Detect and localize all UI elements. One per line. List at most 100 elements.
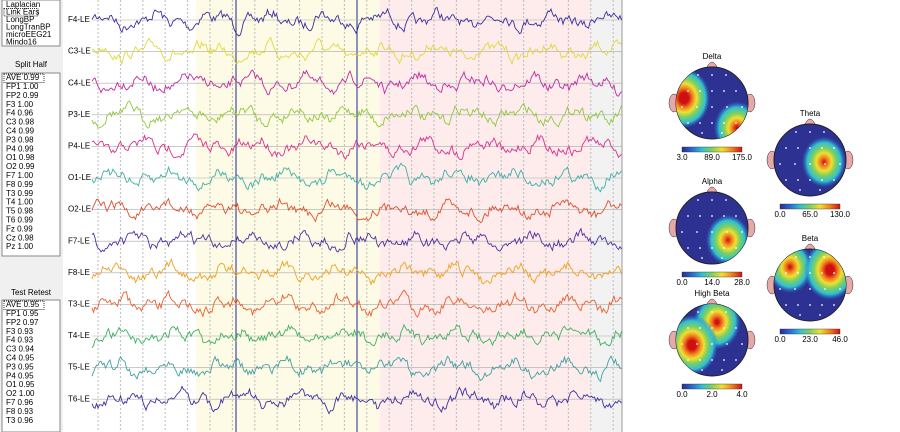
colorbar: [779, 328, 841, 335]
eeg-trace: [91, 100, 622, 129]
electrode: [809, 163, 811, 165]
topomap-title: High Beta: [694, 289, 730, 298]
eeg-trace: [91, 133, 622, 161]
electrode: [701, 132, 703, 134]
channel-label: T3-LE: [68, 300, 90, 309]
list-row: O2 0.99: [6, 162, 35, 171]
list-row: F8 0.99: [6, 180, 34, 189]
electrode: [809, 288, 811, 290]
electrode: [681, 343, 683, 345]
colorbar: [779, 203, 841, 210]
electrode: [735, 327, 737, 329]
electrode: [735, 359, 737, 361]
electrode: [687, 327, 689, 329]
list-row: Cz 0.98: [6, 233, 34, 242]
eeg-trace: [91, 227, 622, 253]
montage-item: Laplacian: [6, 0, 40, 9]
electrode: [741, 106, 743, 108]
electrode: [785, 272, 787, 274]
list-row: F8 0.93: [6, 407, 34, 416]
electrode: [696, 343, 698, 345]
electrode: [699, 122, 701, 124]
list-row: T3 0.96: [6, 416, 34, 425]
electrode: [726, 106, 728, 108]
electrode: [823, 131, 825, 133]
electrode: [711, 215, 713, 217]
electrode: [797, 272, 799, 274]
split-half-list[interactable]: [1, 72, 61, 257]
selected-item: [3, 300, 45, 310]
electrode: [711, 106, 713, 108]
electrode: [723, 90, 725, 92]
electrode: [779, 288, 781, 290]
montage-item: Link Ears: [6, 8, 39, 17]
channel-label: T4-LE: [68, 331, 90, 340]
list-row: FP2 0.97: [6, 318, 39, 327]
electrode: [721, 257, 723, 259]
electrode: [723, 359, 725, 361]
channel-label: O1-LE: [68, 173, 91, 182]
channel-label: P4-LE: [68, 142, 90, 151]
colorbar-label: 175.0: [732, 153, 753, 162]
electrode: [699, 215, 701, 217]
electrode: [681, 231, 683, 233]
channel-label: C4-LE: [68, 78, 91, 87]
topomap-title: Alpha: [702, 177, 723, 186]
electrode: [824, 288, 826, 290]
montage-list[interactable]: [1, 0, 61, 47]
electrode: [741, 231, 743, 233]
eeg-trace: [91, 162, 622, 193]
montage-item: microEEG21: [6, 30, 52, 39]
list-row: F7 1.00: [6, 171, 34, 180]
list-row: AVE 0.95: [6, 300, 40, 309]
electrode: [799, 189, 801, 191]
electrode: [711, 74, 713, 76]
electrode: [821, 272, 823, 274]
band-grey: [590, 0, 622, 432]
electrode: [701, 369, 703, 371]
electrode: [725, 199, 727, 201]
list-row: F4 0.96: [6, 109, 34, 118]
montage-item: LongTranBP: [6, 23, 51, 32]
eeg-trace: [91, 257, 622, 286]
list-row: F3 0.93: [6, 327, 34, 336]
electrode: [809, 272, 811, 274]
electrode: [711, 311, 713, 313]
colorbar-label: 14.0: [704, 278, 720, 287]
electrode: [711, 359, 713, 361]
colorbar-label: 65.0: [802, 210, 818, 219]
list-row: O1 0.98: [6, 153, 35, 162]
electrode: [723, 215, 725, 217]
electrode: [779, 163, 781, 165]
electrode: [711, 231, 713, 233]
electrode: [823, 256, 825, 258]
channel-label: T6-LE: [68, 394, 90, 403]
electrode: [687, 359, 689, 361]
list-row: C4 0.99: [6, 127, 35, 136]
electrode: [797, 147, 799, 149]
electrode: [795, 131, 797, 133]
list-row: FP1 0.95: [6, 309, 39, 318]
channel-label: C3-LE: [68, 47, 91, 56]
list-row: P3 0.95: [6, 362, 34, 371]
electrode: [809, 147, 811, 149]
electrode: [821, 179, 823, 181]
colorbar-label: 0.0: [774, 335, 786, 344]
list-row: C4 0.95: [6, 354, 35, 363]
topomap-title: Theta: [800, 109, 821, 118]
eeg-trace: [91, 197, 622, 224]
list-row: Pz 1.00: [6, 242, 34, 251]
colorbar-label: 3.0: [676, 153, 688, 162]
band-pink: [380, 0, 590, 432]
topomap-blobs: [676, 68, 748, 139]
eeg-trace: [91, 36, 622, 66]
list-row: F4 0.93: [6, 336, 34, 345]
list-row: T6 0.99: [6, 216, 34, 225]
test-retest-list[interactable]: [1, 299, 61, 432]
electrode: [711, 90, 713, 92]
colorbar: [681, 146, 743, 153]
electrode: [795, 256, 797, 258]
test-retest-title: Test Retest: [11, 288, 52, 297]
eeg-trace: [91, 289, 622, 318]
channel-label: T5-LE: [68, 363, 90, 372]
